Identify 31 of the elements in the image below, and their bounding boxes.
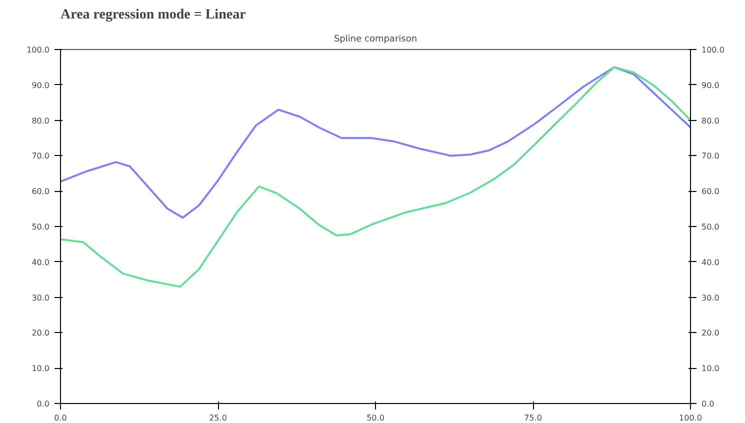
x-tick-label: 25.0 xyxy=(209,414,227,422)
y-tick-label: 10.0 xyxy=(32,364,50,374)
chart-subtitle: Spline comparison xyxy=(334,34,418,44)
y2-tick-label: 70.0 xyxy=(702,152,720,161)
y2-tick-label: 40.0 xyxy=(702,258,720,267)
y-tick-label: 100.0 xyxy=(26,46,50,54)
y2-tick-label: 10.0 xyxy=(702,364,720,374)
y2-tick-label: 80.0 xyxy=(702,116,720,126)
y-tick-label: 20.0 xyxy=(32,328,50,338)
x-tick-label: 100.0 xyxy=(679,414,702,422)
line-series xyxy=(60,66,690,288)
y2-tick-label: 20.0 xyxy=(702,328,720,338)
x-tick-label: 0.0 xyxy=(54,414,67,422)
y2-tick-label: 50.0 xyxy=(702,222,720,232)
y2-tick-label: 60.0 xyxy=(702,187,720,196)
x-tick-label: 75.0 xyxy=(524,414,542,422)
y-tick-label: 60.0 xyxy=(32,187,50,196)
line-series xyxy=(60,66,690,219)
x-tick-label: 50.0 xyxy=(366,414,384,422)
y-tick-label: 90.0 xyxy=(32,80,50,90)
y2-tick-label: 30.0 xyxy=(702,293,720,302)
y-tick-label: 0.0 xyxy=(36,400,50,408)
y2-tick-label: 0.0 xyxy=(702,400,714,408)
y-tick-label: 40.0 xyxy=(32,258,50,267)
y-tick-label: 80.0 xyxy=(32,116,50,126)
y2-tick-label: 100.0 xyxy=(702,46,724,54)
y-tick-label: 30.0 xyxy=(32,293,50,302)
chart-title: Area regression mode = Linear xyxy=(60,8,246,22)
y-tick-label: 50.0 xyxy=(32,222,50,232)
y2-tick-label: 90.0 xyxy=(702,80,720,90)
y-tick-label: 70.0 xyxy=(32,152,50,161)
